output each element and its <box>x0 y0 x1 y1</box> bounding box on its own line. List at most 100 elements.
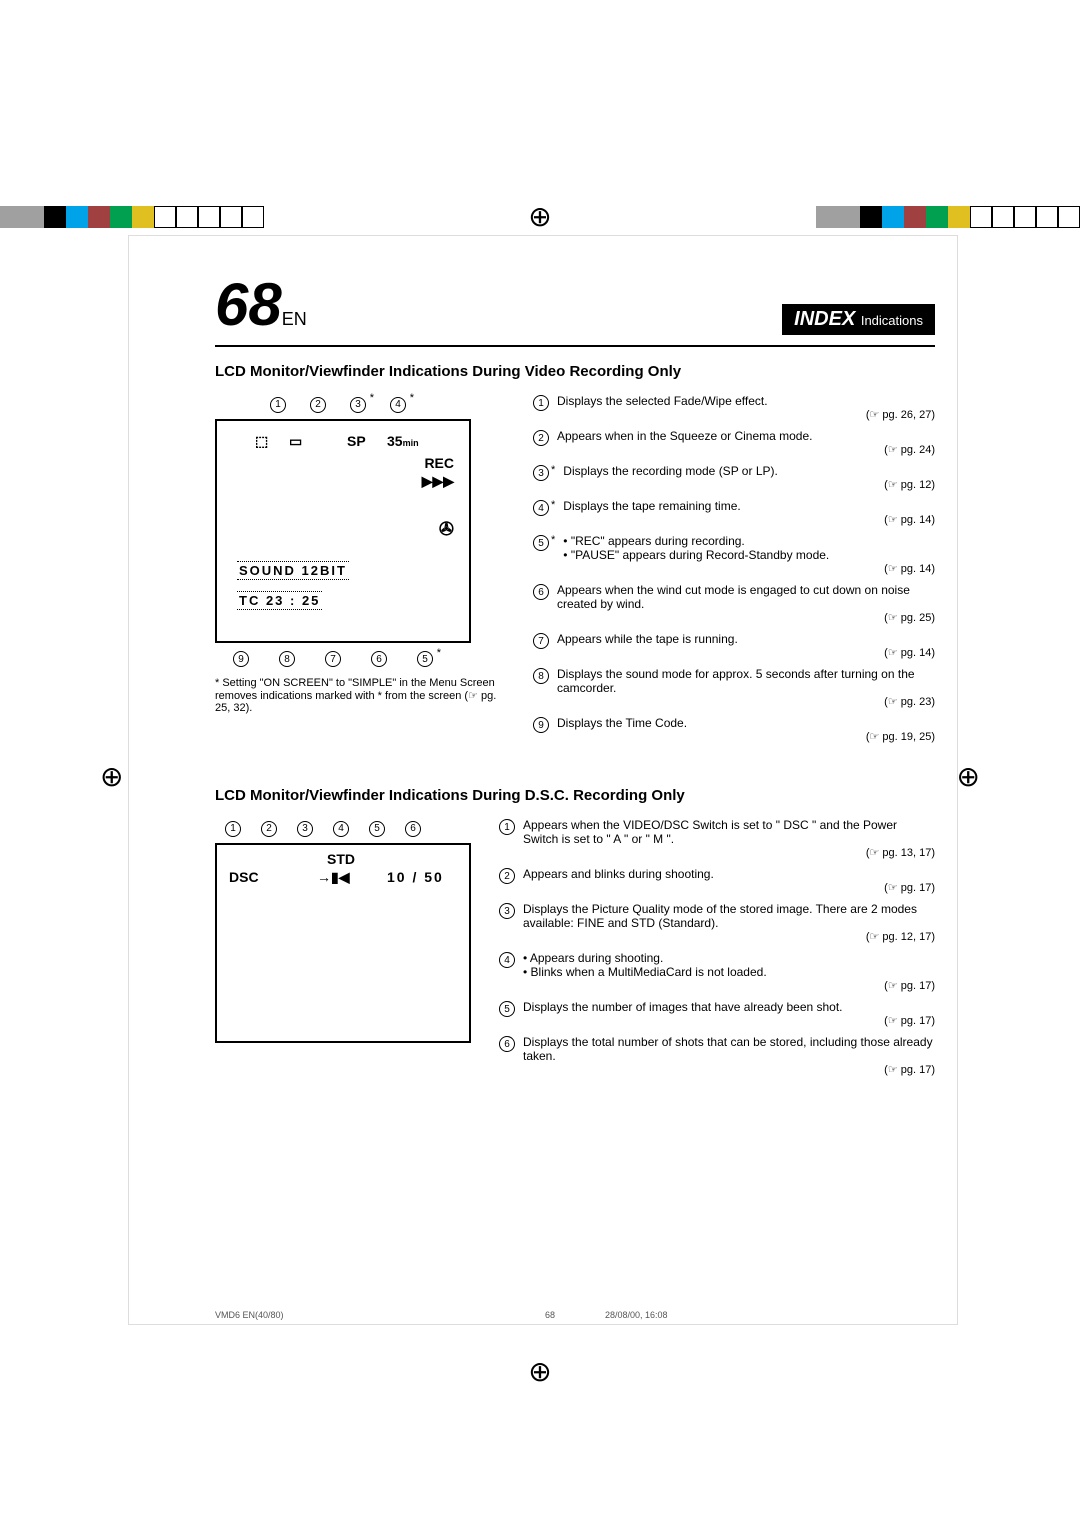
item-ref: (☞ pg. 17) <box>523 1014 935 1027</box>
item-text: Displays the selected Fade/Wipe effect. <box>557 394 935 408</box>
item-text: Appears when in the Squeeze or Cinema mo… <box>557 429 935 443</box>
item-number: 9 <box>533 717 549 733</box>
item-text: Displays the total number of shots that … <box>523 1035 935 1063</box>
item-ref: (☞ pg. 17) <box>523 881 935 894</box>
wind-icon: ✇ <box>439 519 454 540</box>
callout-7: 7 <box>325 651 341 667</box>
item-text: Displays the Time Code. <box>557 716 935 730</box>
time-unit: min <box>403 438 419 448</box>
callout-6: 6 <box>405 821 421 837</box>
icon-wide: ▭ <box>289 433 302 450</box>
item-number: 7 <box>533 633 549 649</box>
cross-mid-r: ⊕ <box>957 760 980 793</box>
callout-3: 3 <box>350 397 366 413</box>
registration-bottom: ⊕ <box>0 1355 1080 1388</box>
page-lang: EN <box>282 309 307 329</box>
section2-list: 1 Appears when the VIDEO/DSC Switch is se… <box>499 818 935 1084</box>
item-text: Displays the sound mode for approx. 5 se… <box>557 667 935 695</box>
diagram1-wrapper: 123*4* ⬚ ▭ SP 35min REC ▶▶▶ ✇ SOUND 12BI… <box>215 394 505 751</box>
item-ref: (☞ pg. 19, 25) <box>557 730 935 743</box>
list-item: 3Displays the Picture Quality mode of th… <box>499 902 935 943</box>
sound-label: SOUND 12BIT <box>237 561 349 580</box>
item-number: 4 <box>533 500 549 516</box>
list-item: 1Displays the selected Fade/Wipe effect.… <box>533 394 935 421</box>
item-text: Appears while the tape is running. <box>557 632 935 646</box>
arrow-icon: →▮◀ <box>317 869 349 886</box>
callout-4: 4 <box>333 821 349 837</box>
diagram1: ⬚ ▭ SP 35min REC ▶▶▶ ✇ SOUND 12BIT TC 23… <box>215 419 471 643</box>
list-item: 3*Displays the recording mode (SP or LP)… <box>533 464 935 491</box>
item-number: 2 <box>499 868 515 884</box>
list-item: 9 Displays the Time Code.(☞ pg. 19, 25) <box>533 716 935 743</box>
rec-label: REC <box>424 455 454 471</box>
item-ref: (☞ pg. 12) <box>563 478 935 491</box>
section1-list: 1Displays the selected Fade/Wipe effect.… <box>533 394 935 751</box>
index-sub: Indications <box>861 313 923 328</box>
index-box: INDEX Indications <box>782 304 935 335</box>
list-item: 6Appears when the wind cut mode is engag… <box>533 583 935 624</box>
time-val: 35 <box>387 433 403 449</box>
item-text: Displays the number of images that have … <box>523 1000 935 1014</box>
footer-left: VMD6 EN(40/80) <box>215 1310 545 1320</box>
item-number: 4 <box>499 952 515 968</box>
callout-9: 9 <box>233 651 249 667</box>
callout-2: 2 <box>310 397 326 413</box>
page-number: 68EN <box>215 270 307 339</box>
item-number: 1 <box>499 819 515 835</box>
sp-label: SP <box>347 433 366 449</box>
item-ref: (☞ pg. 17) <box>523 1063 935 1076</box>
item-ref: (☞ pg. 17) <box>523 979 935 992</box>
cross-mid-l: ⊕ <box>100 760 123 793</box>
item-text: Displays the tape remaining time. <box>563 499 935 513</box>
item-number: 5 <box>499 1001 515 1017</box>
item-text: Appears when the VIDEO/DSC Switch is set… <box>523 818 935 846</box>
item-ref: (☞ pg. 14) <box>563 562 935 575</box>
callouts2-top: 123456 <box>225 818 481 837</box>
section1-layout: 123*4* ⬚ ▭ SP 35min REC ▶▶▶ ✇ SOUND 12BI… <box>215 394 935 751</box>
callout-5: 5 <box>369 821 385 837</box>
list-item: 1 Appears when the VIDEO/DSC Switch is se… <box>499 818 935 859</box>
callout-4: 4 <box>390 397 406 413</box>
colorbar-left <box>0 206 264 228</box>
play-icon: ▶▶▶ <box>422 473 454 490</box>
item-number: 3 <box>499 903 515 919</box>
item-ref: (☞ pg. 13, 17) <box>523 846 935 859</box>
cross-top: ⊕ <box>528 200 551 233</box>
tc-label: TC 23 : 25 <box>237 591 322 610</box>
registration-top: ⊕ <box>0 200 1080 233</box>
dsc-label: DSC <box>229 869 259 885</box>
section1-footnote: * Setting "ON SCREEN" to "SIMPLE" in the… <box>215 677 505 714</box>
item-ref: (☞ pg. 26, 27) <box>557 408 935 421</box>
page-num-value: 68 <box>215 271 282 338</box>
item-ref: (☞ pg. 14) <box>557 646 935 659</box>
item-ref: (☞ pg. 12, 17) <box>523 930 935 943</box>
callout-3: 3 <box>297 821 313 837</box>
colorbar-right <box>816 206 1080 228</box>
time-label: 35min <box>387 433 419 449</box>
item-ref: (☞ pg. 24) <box>557 443 935 456</box>
list-item: 4*Displays the tape remaining time.(☞ pg… <box>533 499 935 526</box>
list-item: 8Displays the sound mode for approx. 5 s… <box>533 667 935 708</box>
callouts-top: 123*4* <box>270 394 560 413</box>
callout-1: 1 <box>270 397 286 413</box>
item-ref: (☞ pg. 23) <box>557 695 935 708</box>
item-text: Appears and blinks during shooting. <box>523 867 935 881</box>
item-ref: (☞ pg. 14) <box>563 513 935 526</box>
page-header: 68EN INDEX Indications <box>215 270 935 347</box>
callout-1: 1 <box>225 821 241 837</box>
icon-fade: ⬚ <box>255 433 268 450</box>
item-text: • Appears during shooting. • Blinks when… <box>523 951 935 979</box>
callouts-bottom: 98765* <box>233 649 523 668</box>
item-number: 2 <box>533 430 549 446</box>
callout-8: 8 <box>279 651 295 667</box>
page-footer: VMD6 EN(40/80) 68 28/08/00, 16:08 <box>215 1310 935 1320</box>
diagram2: DSC STD →▮◀ 10 / 50 <box>215 843 471 1043</box>
list-item: 4 • Appears during shooting. • Blinks whe… <box>499 951 935 992</box>
list-item: 5*• "REC" appears during recording. • "P… <box>533 534 935 575</box>
list-item: 6 Displays the total number of shots that… <box>499 1035 935 1076</box>
item-number: 5 <box>533 535 549 551</box>
callout-5: 5 <box>417 651 433 667</box>
list-item: 2 Appears and blinks during shooting.(☞ p… <box>499 867 935 894</box>
callout-6: 6 <box>371 651 387 667</box>
item-number: 6 <box>499 1036 515 1052</box>
